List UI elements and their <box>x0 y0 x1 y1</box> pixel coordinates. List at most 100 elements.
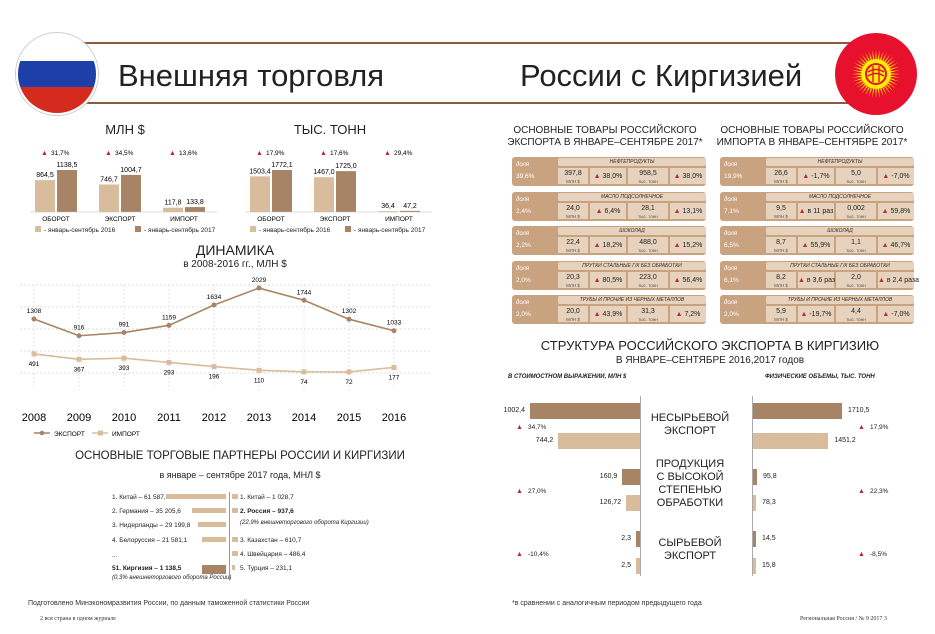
bar-2017 <box>57 170 77 212</box>
sun-ray <box>890 66 899 70</box>
legend-import-label: ИМПОРТ <box>112 431 140 438</box>
category-label: ОБОРОТ <box>42 216 70 223</box>
import-point <box>121 355 127 361</box>
structure-group-name: СЫРЬЕВОЙ ЭКСПОРТ <box>640 537 740 563</box>
goods-name-plate: ШОКОЛАД <box>766 227 914 235</box>
kyrgyzstan-flag-icon <box>835 33 917 115</box>
growth-arrow-icon: ▲ <box>673 276 683 284</box>
mass-cell: 488,0 тыс. тонн <box>628 237 668 253</box>
export-point <box>76 333 82 339</box>
import-goods-title: ОСНОВНЫЕ ТОВАРЫ РОССИЙСКОГО ИМПОРТА В ЯНВ… <box>716 125 908 148</box>
growth-arrow-icon: ▲ <box>802 173 812 180</box>
year-tick-label: 2012 <box>202 412 226 424</box>
share-word: доля <box>724 231 738 237</box>
share-word: доля <box>516 300 530 306</box>
dynamics-subtitle: в 2008-2016 гг., МЛН $ <box>183 259 287 270</box>
growth-arrow-icon: ▲ <box>858 424 865 431</box>
money-value-2016: 2,5 <box>621 562 631 569</box>
growth-arrow-icon: ▲ <box>881 207 891 215</box>
mass-cell: 1,1 тыс. тонн <box>836 237 876 253</box>
dynamics-line-chart: 2008 2009 2010 2011 2012 2013 2014 2015 2016 1308… <box>20 277 430 438</box>
money-bar-2016 <box>636 558 640 574</box>
export-point <box>391 328 397 334</box>
sun-ray <box>868 88 872 97</box>
mass-cell: 4,4 тыс. тонн <box>836 306 876 322</box>
year-tick-label: 2013 <box>247 412 271 424</box>
axis-right <box>752 396 753 576</box>
growth-arrow-icon: ▲ <box>516 488 523 495</box>
money-value: 8,7 <box>776 239 786 246</box>
mass-unit: тыс. тонн <box>846 282 866 288</box>
money-growth-cell: ▲ 38,0% <box>590 168 626 184</box>
share-word: доля <box>724 162 738 168</box>
structure-left-caption: В СТОИМОСТНОМ ВЫРАЖЕНИИ, МЛН $ <box>508 374 627 380</box>
partner-left-bar <box>197 522 226 527</box>
sun-ray <box>886 57 893 64</box>
money-value: 22,4 <box>566 239 580 246</box>
money-growth-value: 34,7% <box>528 424 547 431</box>
sun-ray <box>852 73 862 75</box>
mass-growth-value: 13,1% <box>682 207 703 215</box>
mass-bar-2017 <box>752 531 756 547</box>
bar-2017 <box>272 170 292 212</box>
mass-value: 223,0 <box>639 273 657 281</box>
import-point <box>166 359 172 365</box>
sun-ray <box>880 51 884 60</box>
money-value: 9,5 <box>776 204 786 212</box>
mass-growth-cell: ▲ 38,0% <box>670 168 706 184</box>
import-point <box>256 367 262 373</box>
import-value-label: 74 <box>300 379 308 386</box>
mass-unit: тыс. тонн <box>846 317 866 322</box>
category-label: ЭКСПОРТ <box>320 216 351 223</box>
growth-arrow-icon: ▲ <box>593 173 603 180</box>
partner-left-label: 2. Германия – 35 205,6 <box>112 508 181 515</box>
mass-value-2017: 1710,5 <box>848 407 870 414</box>
import-value-label: 367 <box>74 366 85 373</box>
structure-subtitle: В ЯНВАРЕ–СЕНТЯБРЕ 2016,2017 годов <box>615 355 805 366</box>
sun-ray <box>868 51 872 60</box>
money-value: 8,2 <box>776 273 786 281</box>
mass-cell: 223,0 тыс. тонн <box>628 271 668 288</box>
money-growth-value: 80,5% <box>602 276 623 284</box>
goods-name-plate: ТРУБЫ И ПРОЧИЕ ИЗ ЧЕРНЫХ МЕТАЛЛОВ <box>766 296 914 304</box>
mass-value-2016: 78,3 <box>762 499 776 506</box>
export-point <box>121 330 127 336</box>
value-label-2017: 133,8 <box>186 199 204 206</box>
sun-ray <box>852 75 862 78</box>
growth-arrow-icon: ▲ <box>593 311 603 318</box>
goods-name-plate: НЕФТЕПРОДУКТЫ <box>766 158 914 166</box>
money-growth-cell: ▲ 55,9% <box>798 237 834 253</box>
money-value-2017: 160,9 <box>599 473 618 480</box>
import-point <box>211 364 217 370</box>
mass-growth-value: 15,2% <box>682 242 703 249</box>
mass-growth-value: 38,0% <box>682 173 703 180</box>
mass-growth-cell: ▲ 56,4% <box>670 271 706 288</box>
sun-ray <box>877 50 880 60</box>
money-unit: МЛН $ <box>566 179 580 184</box>
share-value: 6,1% <box>724 276 739 284</box>
growth-arrow-icon: ▲ <box>882 173 892 180</box>
sun-ray <box>859 84 866 91</box>
growth-arrow-icon: ▲ <box>256 150 263 157</box>
mass-growth-cell: ▲ 59,8% <box>878 202 914 219</box>
mass-unit: тыс. тонн <box>846 248 866 253</box>
money-cell: 20,0 МЛН $ <box>558 306 588 322</box>
partner-left-label: 4. Белоруссия – 21 581,1 <box>112 537 188 544</box>
growth-arrow-icon: ▲ <box>801 242 811 249</box>
partner-right-label: 2. Россия – 937,6 <box>240 508 294 515</box>
money-cell: 24,0 МЛН $ <box>558 202 588 219</box>
money-growth-cell: ▲ 18,2% <box>590 237 626 253</box>
export-point <box>301 297 307 303</box>
mass-unit: тыс. тонн <box>638 282 658 288</box>
mass-growth-value: 22,3% <box>870 488 889 495</box>
growth-arrow-icon: ▲ <box>798 276 807 284</box>
import-value-label: 72 <box>345 379 353 386</box>
mass-value: 4,4 <box>851 308 861 315</box>
growth-arrow-icon: ▲ <box>595 207 605 215</box>
mass-growth-cell: ▲ 13,1% <box>670 202 706 219</box>
growth-label: 17,6% <box>330 150 349 157</box>
growth-arrow-icon: ▲ <box>858 550 865 558</box>
growth-arrow-icon: ▲ <box>384 150 391 157</box>
mass-bar-2016 <box>752 495 757 511</box>
growth-label: 17,9% <box>266 150 285 157</box>
